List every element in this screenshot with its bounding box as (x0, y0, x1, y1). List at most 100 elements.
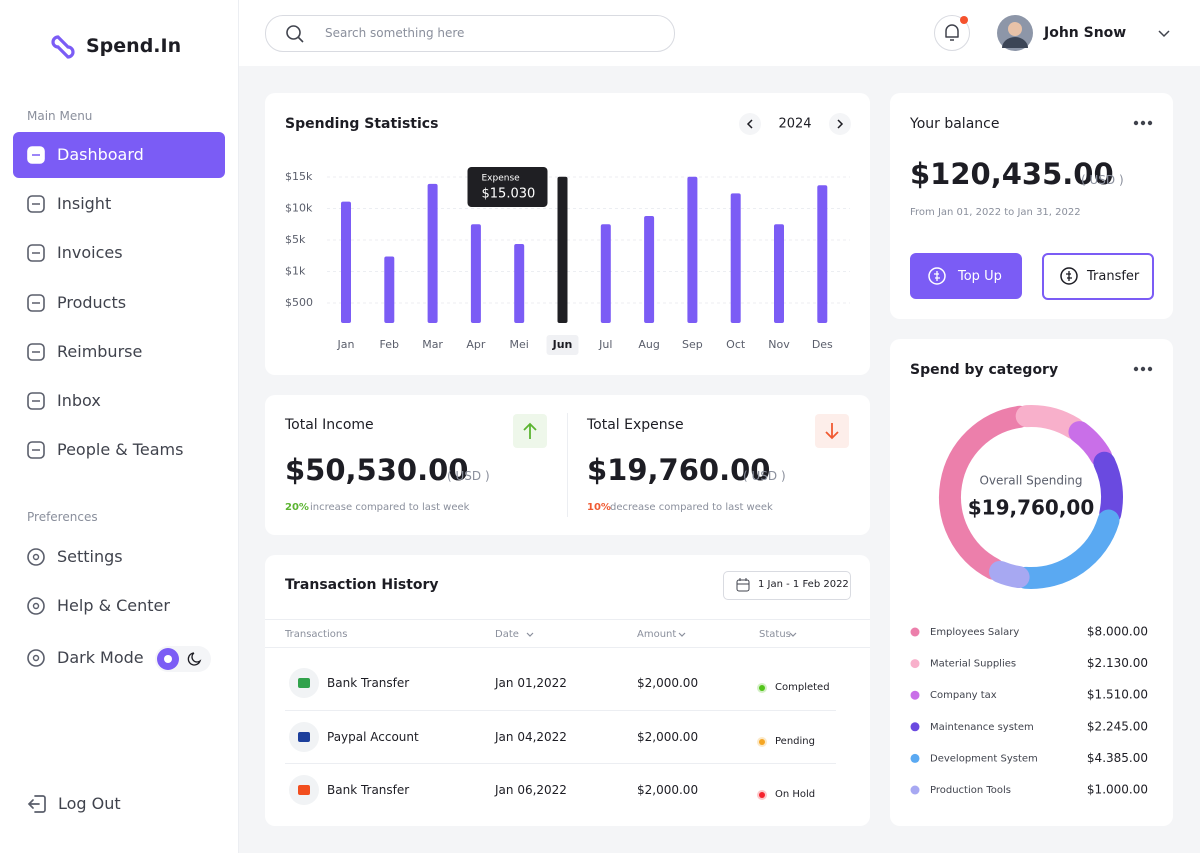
x-tick-label: Mei (510, 338, 529, 351)
cell: Jan 01,2022 (495, 676, 567, 690)
legend-label: Maintenance system (930, 722, 1034, 733)
column-header: Amount (637, 629, 677, 640)
search-box[interactable]: Search something here (265, 15, 675, 52)
pref-icon-part (27, 649, 45, 667)
balance-currency: ( USD ) (1081, 173, 1124, 187)
search-icon (286, 25, 304, 43)
donut-segment (1068, 421, 1113, 468)
pref-item[interactable]: Dark Mode (57, 648, 144, 667)
menu-item[interactable]: Reimburse (57, 341, 143, 361)
x-tick-label: Mar (422, 338, 443, 351)
notification-button[interactable] (933, 13, 973, 53)
search-placeholder: Search something here (325, 26, 465, 40)
sort-icon-part (678, 632, 686, 637)
category-card: Spend by category Overall Spending $19,7… (890, 339, 1173, 826)
tooltip-value: $15.030 (482, 187, 536, 202)
sort-icon (678, 632, 686, 637)
more-button[interactable] (1133, 119, 1153, 127)
menu-heading: Preferences (27, 510, 98, 524)
cell: Bank Transfer (327, 676, 410, 690)
x-tick-label: Jul (598, 338, 612, 351)
expense-change: 10% (587, 502, 611, 513)
expense-currency: ( USD ) (743, 469, 786, 483)
status-dot (757, 683, 767, 693)
x-tick-label: Jan (337, 338, 355, 351)
cell: $2,000.00 (637, 729, 699, 744)
cell: $2,000.00 (637, 676, 699, 690)
menu-item[interactable]: Dashboard (57, 145, 144, 164)
bar (687, 176, 698, 323)
sort-icon (789, 632, 797, 637)
menu-icon-part (27, 244, 45, 263)
balance-period: From Jan 01, 2022 to Jan 31, 2022 (910, 207, 1081, 218)
bar (341, 201, 351, 323)
legend-dot (910, 722, 920, 732)
menu-item[interactable]: People & Teams (57, 440, 184, 460)
prev-year[interactable] (739, 113, 761, 135)
more-button[interactable] (1133, 366, 1153, 372)
cell: $2,000.00 (637, 783, 699, 797)
logout[interactable]: Log Out (58, 794, 121, 813)
pref-item[interactable]: Settings (57, 547, 123, 566)
date-range[interactable]: 1 Jan - 1 Feb 2022 (723, 571, 851, 600)
column-header: Date (495, 629, 519, 640)
menu-icon (27, 392, 45, 410)
transaction-icon (289, 775, 319, 805)
pref-item[interactable]: Help & Center (57, 596, 170, 615)
next-icon (837, 119, 844, 129)
transfer-button[interactable]: Transfer (1042, 253, 1154, 300)
top-up-button[interactable]: Top Up (910, 253, 1022, 299)
menu-item[interactable]: Products (57, 292, 127, 312)
tooltip-title: Expense (482, 174, 521, 184)
menu-item[interactable]: Invoices (57, 243, 123, 263)
x-tick-label: Des (812, 338, 833, 351)
legend-value: $1.000.00 (1087, 783, 1148, 797)
menu-icon-part (27, 293, 45, 312)
menu-icon-part (27, 195, 45, 213)
menu-icon (27, 342, 45, 361)
brand-logo (51, 35, 75, 59)
bar (514, 243, 525, 323)
category-highlight (546, 335, 579, 355)
income-currency: ( USD ) (447, 469, 490, 483)
sidebar: Spend.In Main Menu Preferences Log Out (0, 0, 239, 853)
transactions-title: Transaction History (285, 577, 439, 593)
dark-mode-toggle-part (164, 655, 172, 663)
pref-icon-part (32, 602, 40, 610)
user-name[interactable]: John Snow (1044, 25, 1127, 41)
avatar[interactable] (997, 15, 1033, 51)
transaction-icon (289, 721, 319, 752)
menu-item[interactable]: Insight (57, 194, 112, 214)
year: 2024 (778, 117, 811, 132)
y-tick-label: $15k (285, 170, 313, 183)
x-tick-label: Aug (638, 338, 659, 351)
divider (567, 413, 568, 517)
expense-amount: $19,760.00 (587, 453, 771, 487)
center-label: Overall Spending (979, 474, 1082, 488)
bar (730, 193, 741, 323)
income-change: 20% (285, 502, 309, 513)
donut-segment (1014, 509, 1120, 589)
bar (600, 224, 611, 323)
cell: Paypal Account (327, 729, 419, 744)
legend-label: Development System (930, 753, 1038, 764)
legend-dot (910, 659, 920, 669)
transaction-icon-part (298, 731, 310, 742)
bar (470, 224, 481, 323)
active-item (13, 132, 225, 178)
pref-icon (27, 548, 45, 566)
bar (427, 183, 438, 323)
dark-mode-toggle (155, 646, 211, 672)
balance-title: Your balance (910, 116, 1000, 132)
pref-icon (27, 649, 45, 667)
legend-dot (910, 785, 920, 795)
legend-label: Company tax (930, 690, 997, 701)
user-dropdown[interactable] (1157, 29, 1171, 39)
menu-item[interactable]: Inbox (57, 391, 101, 410)
calendar-icon (736, 578, 750, 592)
menu-icon (27, 195, 45, 213)
menu-heading: Main Menu (27, 109, 93, 123)
y-tick-label: $500 (285, 296, 313, 309)
next-year[interactable] (829, 113, 851, 135)
income-title: Total Income (285, 417, 374, 433)
